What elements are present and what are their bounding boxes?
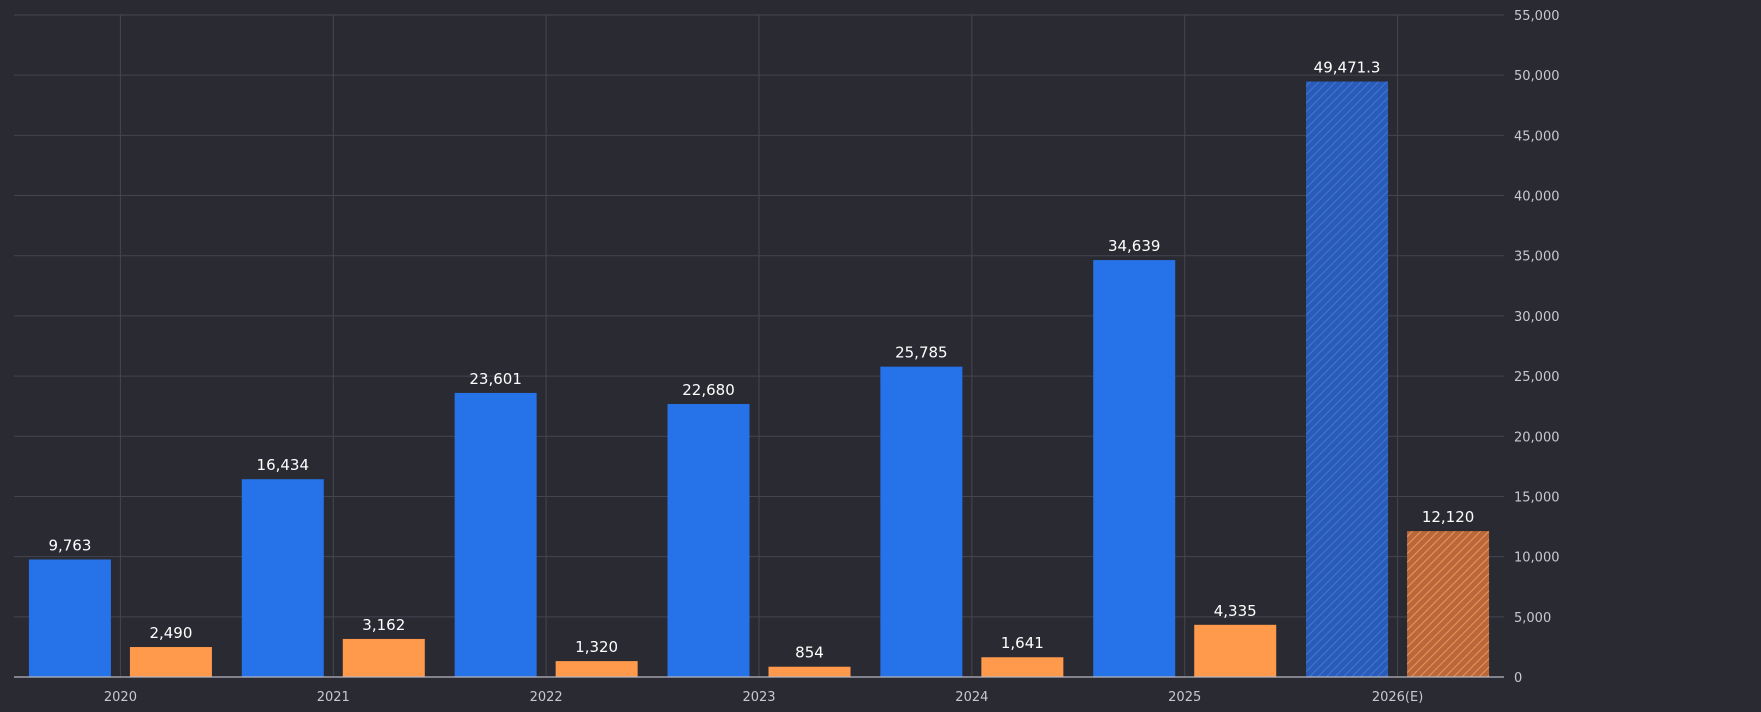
bar-series-1-2026e[interactable] [1306,81,1389,678]
data-label: 22,680 [682,381,735,399]
y-tick-label: 30,000 [1514,310,1560,325]
data-label: 1,641 [1001,634,1044,652]
x-tick-label: 2025 [1168,690,1201,705]
bar-series-1-2024[interactable] [880,366,963,677]
data-label: 3,162 [362,616,405,634]
data-label: 12,120 [1422,508,1475,526]
y-tick-label: 50,000 [1514,69,1560,84]
bar-series-1-2020[interactable] [28,559,111,677]
y-tick-label: 55,000 [1514,9,1560,24]
bar-series-2-2020[interactable] [129,647,212,677]
y-tick-label: 15,000 [1514,490,1560,505]
bar-series-1-2025[interactable] [1093,260,1176,677]
bar-series-2-2022[interactable] [555,661,638,677]
x-tick-label: 2021 [317,690,350,705]
bar-series-2-2023[interactable] [768,666,851,677]
data-label: 854 [795,644,824,662]
y-tick-label: 35,000 [1514,250,1560,265]
data-label: 49,471.3 [1314,59,1381,77]
data-label: 34,639 [1108,237,1161,255]
x-tick-label: 2024 [955,690,988,705]
data-label: 25,785 [895,344,948,362]
data-label: 1,320 [575,638,618,656]
x-tick-label: 2020 [104,690,137,705]
bar-series-2-2024[interactable] [981,657,1064,677]
bars-group [28,81,1490,678]
y-tick-label: 20,000 [1514,430,1560,445]
data-label: 9,763 [48,536,91,554]
x-tick-label: 2023 [742,690,775,705]
y-tick-label: 10,000 [1514,551,1560,566]
y-tick-label: 5,000 [1514,611,1551,626]
bar-series-2-2021[interactable] [342,638,425,677]
y-tick-label: 40,000 [1514,190,1560,205]
data-label: 23,601 [469,370,522,388]
bar-series-1-2021[interactable] [241,479,324,677]
x-tick-label: 2026(E) [1372,690,1423,705]
data-labels-group: 9,763 2,490 16,434 3,162 23,601 1,320 22,680 85… [48,59,1474,662]
x-tick-label: 2022 [530,690,563,705]
y-tick-label: 25,000 [1514,370,1560,385]
y-tick-label: 45,000 [1514,129,1560,144]
bar-series-2-2025[interactable] [1194,624,1277,677]
y-tick-label: 0 [1514,671,1522,686]
x-axis-tick-labels: 2020 2021 2022 2023 2024 2025 2026(E) [104,690,1423,705]
bar-series-2-2026e[interactable] [1407,531,1490,677]
data-label: 16,434 [257,456,310,474]
data-label: 4,335 [1214,602,1257,620]
y-axis-tick-labels: 0 5,000 10,000 15,000 20,000 25,000 30,000 35,0… [1514,9,1560,686]
bar-series-1-2022[interactable] [454,392,537,677]
bar-series-1-2023[interactable] [667,404,750,677]
data-label: 2,490 [149,624,192,642]
vertical-gridlines [119,15,1399,677]
